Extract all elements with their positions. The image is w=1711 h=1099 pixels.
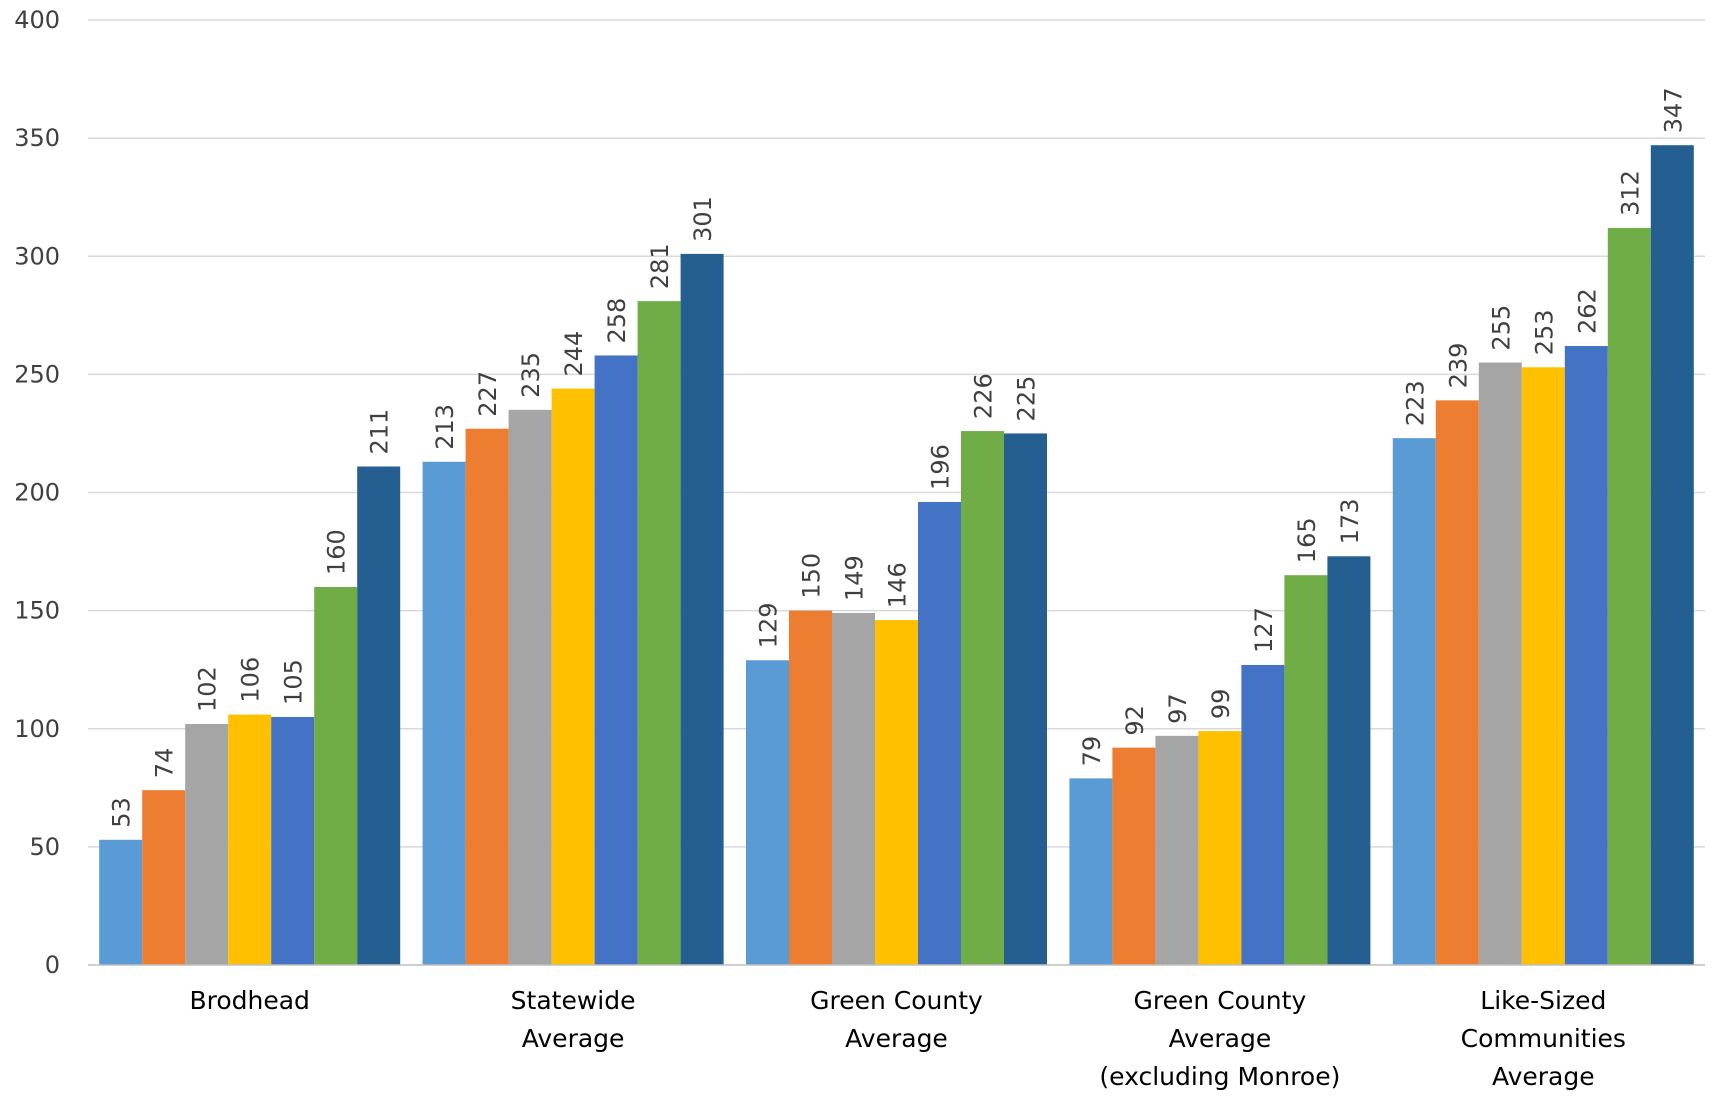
bar: [1436, 400, 1479, 965]
category-label: Communities: [1461, 1024, 1626, 1053]
category-label: Average: [845, 1024, 948, 1053]
data-label: 105: [280, 659, 308, 705]
bar: [314, 587, 357, 965]
data-label: 213: [431, 404, 459, 450]
bar: [961, 431, 1004, 965]
bar: [1004, 433, 1047, 965]
y-tick-label: 0: [45, 951, 60, 979]
data-label: 99: [1207, 689, 1235, 720]
bar: [595, 355, 638, 965]
y-tick-label: 100: [14, 715, 60, 743]
bar: [1479, 363, 1522, 965]
y-tick-label: 300: [14, 242, 60, 270]
bar: [1241, 665, 1284, 965]
bar: [789, 611, 832, 965]
bar: [1565, 346, 1608, 965]
y-tick-label: 50: [29, 833, 60, 861]
data-label: 92: [1121, 705, 1149, 736]
data-label: 211: [366, 409, 394, 455]
data-label: 255: [1487, 305, 1515, 351]
data-label: 102: [194, 666, 222, 712]
bar: [1112, 748, 1155, 965]
bar: [423, 462, 466, 965]
data-label: 173: [1336, 498, 1364, 544]
data-label: 106: [237, 657, 265, 703]
category-label: Average: [1169, 1024, 1272, 1053]
bar: [228, 715, 271, 965]
data-label: 79: [1078, 736, 1106, 767]
bar: [875, 620, 918, 965]
data-label: 253: [1530, 309, 1558, 355]
data-label: 129: [755, 602, 783, 648]
data-label: 150: [798, 553, 826, 599]
bar: [1522, 367, 1565, 965]
x-axis: Brodhead Statewide Average Green County Aver…: [88, 965, 1705, 1091]
category-label: (excluding Monroe): [1099, 1062, 1340, 1091]
data-label: 244: [560, 331, 588, 377]
bar: [1651, 145, 1694, 965]
bar: [1608, 228, 1651, 965]
y-tick-label: 250: [14, 360, 60, 388]
data-label: 149: [841, 555, 869, 601]
y-tick-label: 200: [14, 479, 60, 507]
category-label: Like-Sized: [1480, 986, 1606, 1015]
category-label: Brodhead: [189, 986, 309, 1015]
bar: [1327, 556, 1370, 965]
data-label: 262: [1573, 288, 1601, 334]
data-label: 196: [927, 444, 955, 490]
category-label: Statewide: [511, 986, 636, 1015]
category-label: Green County: [810, 986, 983, 1015]
data-label: 127: [1250, 607, 1278, 653]
category-label: Green County: [1134, 986, 1307, 1015]
bar: [638, 301, 681, 965]
y-tick-label: 150: [14, 597, 60, 625]
data-label: 53: [108, 797, 136, 828]
data-label: 223: [1401, 380, 1429, 426]
bar: [746, 660, 789, 965]
data-label: 301: [689, 196, 717, 242]
bar: [832, 613, 875, 965]
bar: [142, 790, 185, 965]
bar: [1284, 575, 1327, 965]
bar: [509, 410, 552, 965]
data-label: 74: [151, 748, 179, 779]
y-axis: 0 50 100 150 200 250 300 350 400: [14, 6, 60, 979]
data-label: 225: [1013, 376, 1041, 422]
bar: [552, 389, 595, 965]
y-tick-label: 350: [14, 124, 60, 152]
bar: [357, 467, 400, 965]
data-label: 235: [517, 352, 545, 398]
bar: [1069, 778, 1112, 965]
bar: [1393, 438, 1436, 965]
data-label: 258: [603, 298, 631, 344]
data-label: 146: [884, 562, 912, 608]
y-tick-label: 400: [14, 6, 60, 34]
data-label: 226: [970, 373, 998, 419]
bar: [99, 840, 142, 965]
data-label: 165: [1293, 517, 1321, 563]
bar: [271, 717, 314, 965]
category-label: Average: [522, 1024, 625, 1053]
bar: [185, 724, 228, 965]
bar: [681, 254, 724, 965]
data-label: 281: [646, 243, 674, 289]
bar: [1198, 731, 1241, 965]
category-label: Average: [1492, 1062, 1595, 1091]
bar: [466, 429, 509, 965]
data-label: 97: [1164, 693, 1192, 724]
bar: [1155, 736, 1198, 965]
data-label: 160: [323, 529, 351, 575]
data-label: 239: [1444, 343, 1472, 389]
data-label: 347: [1659, 87, 1687, 133]
bar: [918, 502, 961, 965]
data-label: 312: [1616, 170, 1644, 216]
data-label: 227: [474, 371, 502, 417]
